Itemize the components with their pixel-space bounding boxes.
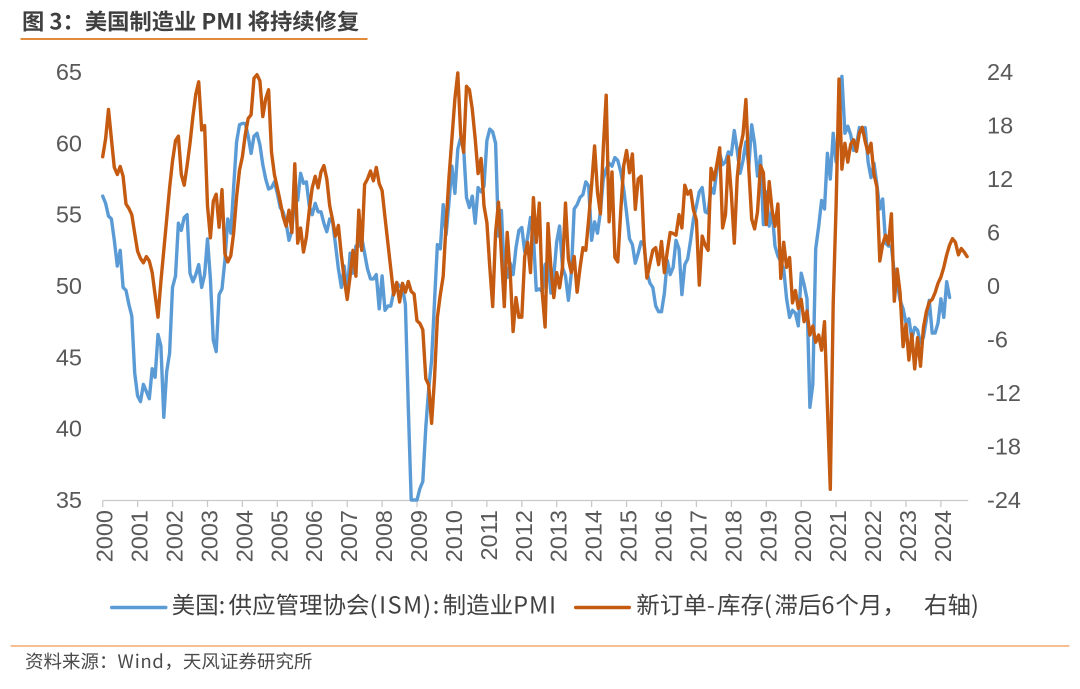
svg-text:2015: 2015 [616, 510, 642, 562]
svg-text:2024: 2024 [930, 510, 956, 562]
svg-text:2007: 2007 [336, 510, 362, 562]
svg-text:2022: 2022 [860, 510, 886, 562]
svg-text:2010: 2010 [441, 510, 467, 562]
svg-text:2018: 2018 [720, 510, 746, 562]
svg-text:18: 18 [987, 113, 1013, 139]
svg-text:40: 40 [56, 416, 82, 442]
svg-text:35: 35 [56, 487, 82, 513]
svg-text:55: 55 [56, 202, 82, 228]
svg-text:2020: 2020 [790, 510, 816, 562]
svg-text:2023: 2023 [895, 510, 921, 562]
svg-text:45: 45 [56, 344, 82, 370]
svg-text:2017: 2017 [685, 510, 711, 562]
svg-text:-24: -24 [987, 487, 1021, 513]
svg-text:0: 0 [987, 273, 1000, 299]
svg-text:2001: 2001 [127, 510, 153, 562]
svg-text:2003: 2003 [197, 510, 223, 562]
svg-text:2005: 2005 [266, 510, 292, 562]
svg-text:65: 65 [56, 59, 82, 85]
svg-text:-6: -6 [987, 327, 1008, 353]
svg-text:12: 12 [987, 166, 1013, 192]
svg-text:2000: 2000 [92, 510, 118, 562]
svg-text:2013: 2013 [546, 510, 572, 562]
svg-text:2021: 2021 [825, 510, 851, 562]
svg-text:-18: -18 [987, 434, 1021, 460]
svg-text:2009: 2009 [406, 510, 432, 562]
svg-text:2008: 2008 [371, 510, 397, 562]
svg-text:2012: 2012 [511, 510, 537, 562]
svg-text:50: 50 [56, 273, 82, 299]
svg-text:2011: 2011 [476, 510, 502, 561]
svg-text:2014: 2014 [581, 510, 607, 562]
svg-text:2004: 2004 [231, 510, 257, 562]
svg-text:24: 24 [987, 59, 1013, 85]
svg-text:60: 60 [56, 130, 82, 156]
svg-text:2006: 2006 [301, 510, 327, 562]
svg-text:2002: 2002 [162, 510, 188, 562]
svg-text:2019: 2019 [755, 510, 781, 562]
svg-text:2016: 2016 [651, 510, 677, 562]
svg-text:-12: -12 [987, 380, 1021, 406]
svg-text:6: 6 [987, 220, 1000, 246]
